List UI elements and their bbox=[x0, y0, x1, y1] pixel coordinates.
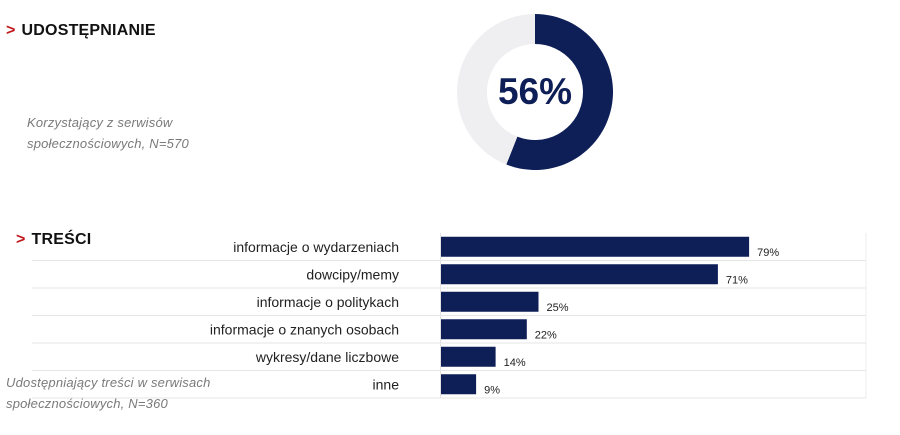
donut-center-label: 56% bbox=[497, 71, 573, 112]
udostepnianie-heading: > UDOSTĘPNIANIE bbox=[6, 22, 156, 40]
category-label: inne bbox=[373, 376, 400, 392]
donut-chart bbox=[457, 14, 613, 170]
bar bbox=[441, 374, 477, 395]
donut-slice-rest bbox=[457, 14, 535, 165]
udostepnianie-note: Korzystający z serwisów społecznościowyc… bbox=[27, 112, 189, 154]
bar bbox=[441, 346, 496, 367]
bar bbox=[441, 236, 750, 257]
category-label: informacje o wydarzeniach bbox=[233, 239, 399, 255]
category-label: wykresy/dane liczbowe bbox=[255, 349, 399, 365]
bar-value-label: 25% bbox=[547, 302, 569, 314]
category-label: informacje o znanych osobach bbox=[210, 321, 399, 337]
udostepnianie-note-line1: Korzystający z serwisów bbox=[27, 115, 173, 130]
tresci-note: Udostępniający treści w serwisach społec… bbox=[6, 372, 211, 414]
category-label: informacje o politykach bbox=[257, 294, 399, 310]
chevron-icon: > bbox=[6, 22, 16, 39]
tresci-note-line2: społecznościowych, N=360 bbox=[6, 396, 168, 411]
tresci-note-line1: Udostępniający treści w serwisach bbox=[6, 375, 211, 390]
bar-value-label: 9% bbox=[484, 384, 500, 396]
bar bbox=[441, 319, 527, 340]
bar bbox=[441, 291, 539, 312]
bar-value-label: 79% bbox=[757, 247, 779, 259]
bar-value-label: 71% bbox=[726, 274, 748, 286]
tresci-title: TREŚCI bbox=[31, 231, 92, 248]
bar bbox=[441, 264, 718, 285]
bar-value-label: 14% bbox=[504, 357, 526, 369]
udostepnianie-note-line2: społecznościowych, N=570 bbox=[27, 136, 189, 151]
udostepnianie-title: UDOSTĘPNIANIE bbox=[21, 22, 156, 39]
donut-slice-share bbox=[506, 14, 613, 170]
bar-value-label: 22% bbox=[535, 329, 557, 341]
category-label: dowcipy/memy bbox=[306, 266, 399, 282]
chevron-icon: > bbox=[16, 231, 26, 248]
tresci-heading: > TREŚCI bbox=[16, 231, 91, 249]
